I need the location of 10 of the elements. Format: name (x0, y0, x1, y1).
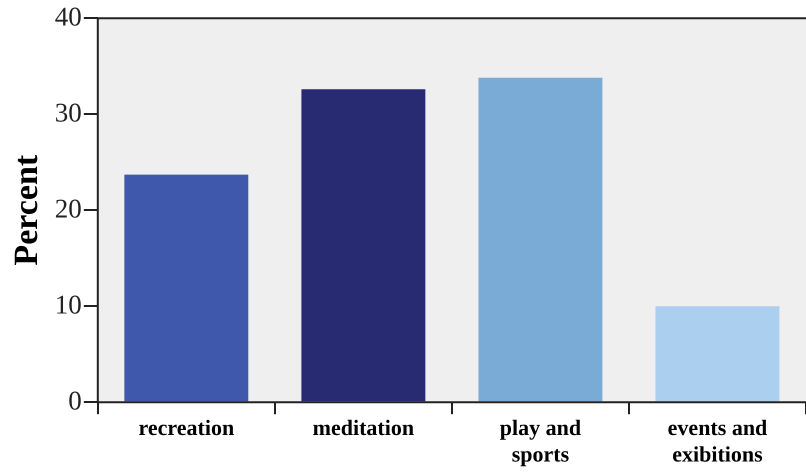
y-tick-label: 20 (54, 193, 82, 224)
y-tick-label: 0 (68, 385, 82, 416)
y-tick-label: 40 (54, 1, 82, 32)
x-tick-label: events and exibitions (668, 415, 768, 466)
x-tick-label: recreation (138, 415, 234, 440)
y-tick-label: 10 (54, 289, 82, 320)
x-tick-label: meditation (312, 415, 414, 440)
y-axis-title: Percent (8, 154, 46, 266)
y-tick-label: 30 (54, 97, 82, 128)
x-tick-label: play and sports (500, 415, 582, 466)
